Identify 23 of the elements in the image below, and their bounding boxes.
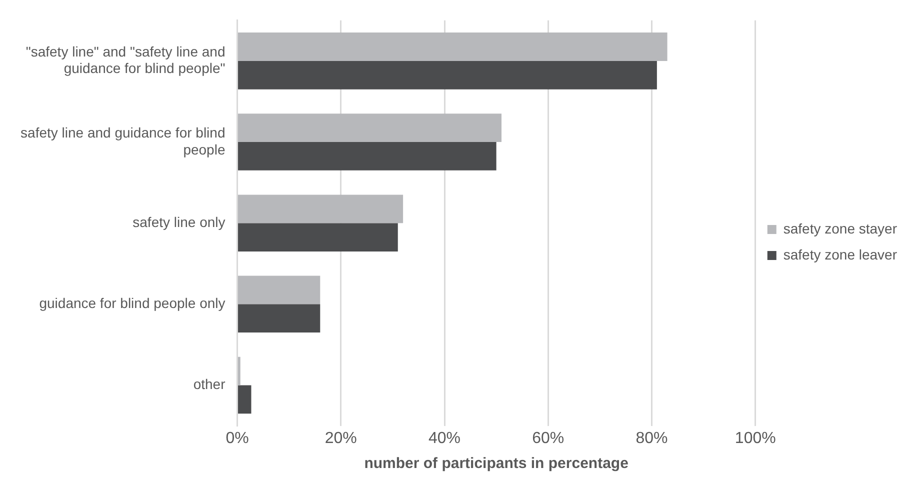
- bar: [238, 385, 252, 414]
- y-tick-label: safety line and guidance for blind people: [20, 124, 226, 158]
- bar: [238, 114, 502, 142]
- bar: [238, 223, 398, 252]
- y-tick-label: safety line only: [132, 214, 226, 230]
- x-tick-label: 60%: [532, 430, 564, 447]
- bar: [238, 304, 320, 333]
- x-tick-label: 100%: [734, 430, 776, 447]
- y-tick-label: guidance for blind people only: [39, 295, 226, 312]
- y-tick-label: other: [193, 376, 226, 392]
- legend-label: safety zone stayer: [783, 220, 898, 236]
- x-axis-title: number of participants in percentage: [364, 455, 628, 472]
- bar: [238, 32, 668, 61]
- legend-label: safety zone leaver: [783, 246, 898, 262]
- x-tick-label: 80%: [636, 430, 668, 447]
- x-tick-label: 40%: [428, 430, 461, 447]
- bar: [238, 194, 404, 224]
- y-tick-label: "safety line" and "safety line and guidance for blind people": [26, 43, 226, 76]
- bar: [238, 142, 496, 170]
- x-tick-label: 20%: [324, 430, 357, 447]
- bar: [238, 60, 657, 90]
- bar: [238, 276, 320, 304]
- x-tick-label: 0%: [226, 430, 249, 447]
